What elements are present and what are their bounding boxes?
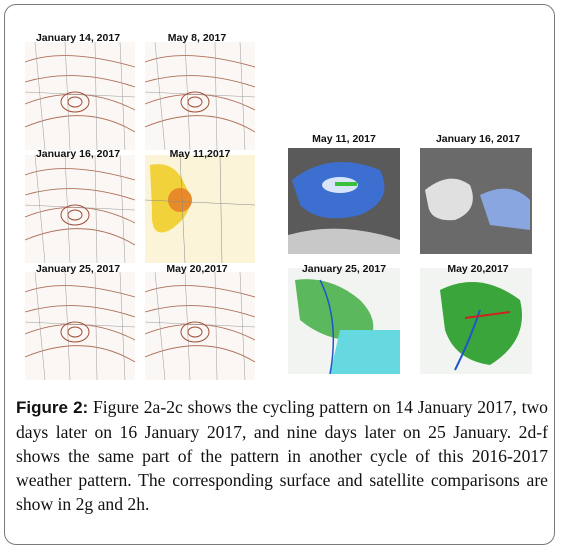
panel-label: January 14, 2017: [36, 32, 120, 44]
panel-label: January 16, 2017: [436, 133, 520, 145]
panel-label: May 11, 2017: [312, 133, 376, 145]
panel-label: May 8, 2017: [168, 32, 227, 44]
panel-label: May 20,2017: [447, 263, 508, 275]
panel-label: May 20,2017: [166, 263, 227, 275]
caption-text: Figure 2a-2c shows the cycling pattern o…: [16, 397, 548, 514]
panel-label: January 25, 2017: [302, 263, 386, 275]
caption-label: Figure 2:: [16, 398, 89, 417]
figure-caption: Figure 2: Figure 2a-2c shows the cycling…: [16, 395, 548, 516]
panel-label: January 25, 2017: [36, 263, 120, 275]
panel-label: May 11,2017: [170, 148, 231, 160]
panel-label: January 16, 2017: [36, 148, 120, 160]
figure-frame: [4, 4, 555, 545]
